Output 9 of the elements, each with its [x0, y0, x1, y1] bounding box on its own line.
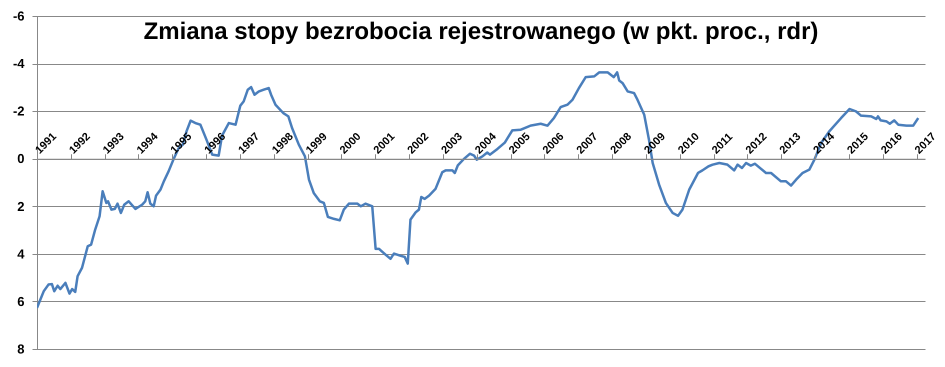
y-tick-label: 8: [17, 342, 24, 356]
y-tick-label: 0: [17, 151, 24, 166]
y-tick-label: -2: [12, 104, 24, 119]
y-tick-label: -6: [12, 8, 24, 24]
y-tick-label: 6: [17, 294, 24, 309]
y-tick-label: 4: [17, 246, 26, 262]
y-tick-label: 2: [17, 198, 24, 214]
y-tick-label: -4: [12, 56, 26, 72]
chart-title: Zmiana stopy bezrobocia rejestrowanego (w pkt. proc., rdr): [144, 18, 818, 45]
